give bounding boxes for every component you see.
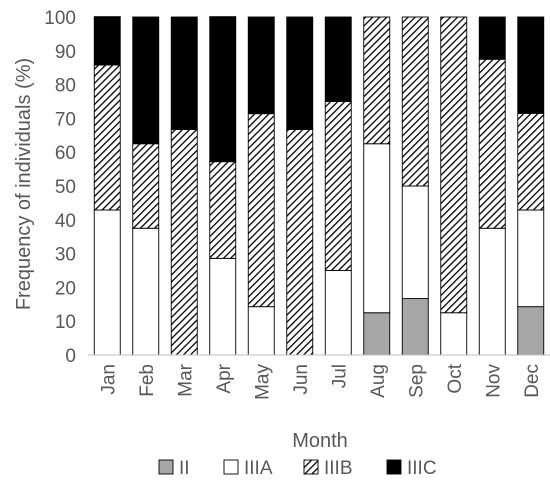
x-tick-label: Sep	[406, 364, 427, 398]
x-tick-label: Oct	[445, 363, 466, 393]
bar-segment-iiia-aug	[363, 143, 391, 314]
x-tick-label: Jan	[98, 364, 119, 395]
x-axis-title: Month	[292, 430, 348, 452]
plot-area	[93, 16, 545, 356]
legend-label-ii: II	[179, 458, 190, 479]
bar-segment-iiib-oct	[440, 16, 468, 314]
bar-segment-iiia-nov	[478, 227, 506, 356]
bar-segment-iiic-may	[247, 16, 275, 115]
bar-segment-iiia-sep	[401, 185, 429, 300]
x-tick-label: Feb	[137, 364, 158, 397]
bar-segment-iiic-nov	[478, 16, 506, 60]
bar-segment-iiic-mar	[170, 16, 198, 131]
bar-segment-iiia-feb	[132, 227, 160, 356]
legend-label-iiib: IIIB	[324, 458, 353, 479]
bar-segment-iiib-mar	[170, 129, 198, 356]
x-tick-label: Jul	[329, 364, 350, 388]
legend-swatch-iiia	[223, 459, 239, 475]
y-tick-label: 60	[55, 143, 76, 164]
bar-segment-iiic-jul	[324, 16, 352, 102]
bar-segment-iiic-jan	[93, 16, 121, 66]
bar-segment-iiib-feb	[132, 143, 160, 229]
bar-segment-iiib-sep	[401, 16, 429, 187]
bar-segment-iiib-may	[247, 113, 275, 308]
y-tick-label: 40	[55, 211, 76, 232]
y-axis-title: Frequency of individuals (%)	[13, 58, 35, 310]
bar-segment-iiic-feb	[132, 16, 160, 145]
bar-segment-iiib-jul	[324, 101, 352, 271]
bar-segment-iiia-jul	[324, 270, 352, 356]
bar-segment-iiia-may	[247, 306, 275, 356]
bar-segment-ii-dec	[517, 306, 545, 356]
legend-label-iiic: IIIC	[407, 458, 437, 479]
bar-segment-iiib-nov	[478, 58, 506, 229]
legend-swatch-iiib	[303, 459, 319, 475]
x-tick-label: Mar	[175, 363, 196, 396]
y-tick-label: 20	[55, 278, 76, 299]
y-tick-label: 0	[65, 346, 76, 367]
x-tick-label: Aug	[368, 364, 389, 398]
y-tick-label: 30	[55, 245, 76, 266]
legend-label-iiia: IIIA	[244, 458, 273, 479]
y-tick-label: 100	[44, 8, 76, 29]
legend-swatch-iiic	[386, 459, 402, 475]
y-tick-label: 10	[55, 312, 76, 333]
bar-segment-iiib-apr	[209, 161, 237, 259]
x-tick-label: Nov	[483, 364, 504, 398]
bar-segment-iiia-apr	[209, 257, 237, 356]
bar-segment-iiib-jun	[286, 129, 314, 356]
x-tick-label: Jun	[291, 364, 312, 395]
x-tick-label: Dec	[522, 364, 543, 398]
x-tick-label: Apr	[214, 363, 235, 393]
bar-segment-ii-sep	[401, 298, 429, 356]
bar-segment-iiia-oct	[440, 312, 468, 356]
bar-segment-iiib-aug	[363, 16, 391, 145]
legend: II IIIA IIIB IIIC	[158, 458, 437, 479]
legend-swatch-ii	[158, 459, 174, 475]
y-tick-label: 70	[55, 109, 76, 130]
y-axis: 0 10 20 30 40 50 60 70 80 90 100	[44, 8, 76, 367]
y-tick-label: 50	[55, 177, 76, 198]
y-tick-label: 90	[55, 42, 76, 63]
y-tick-label: 80	[55, 76, 76, 97]
x-axis: Jan Feb Mar Apr May Jun Jul Aug Sep Oct Nov Dec	[98, 363, 543, 400]
bar-segment-iiic-jun	[286, 16, 314, 131]
bar-segment-iiia-dec	[517, 209, 545, 308]
x-tick-label: May	[252, 364, 273, 400]
bar-segment-iiib-jan	[93, 64, 121, 211]
bar-segment-iiia-jan	[93, 209, 121, 356]
bar-segment-ii-aug	[363, 312, 391, 356]
bar-segment-iiib-dec	[517, 112, 545, 211]
bar-segment-iiic-dec	[517, 16, 545, 114]
bar-segment-iiic-apr	[209, 16, 237, 163]
